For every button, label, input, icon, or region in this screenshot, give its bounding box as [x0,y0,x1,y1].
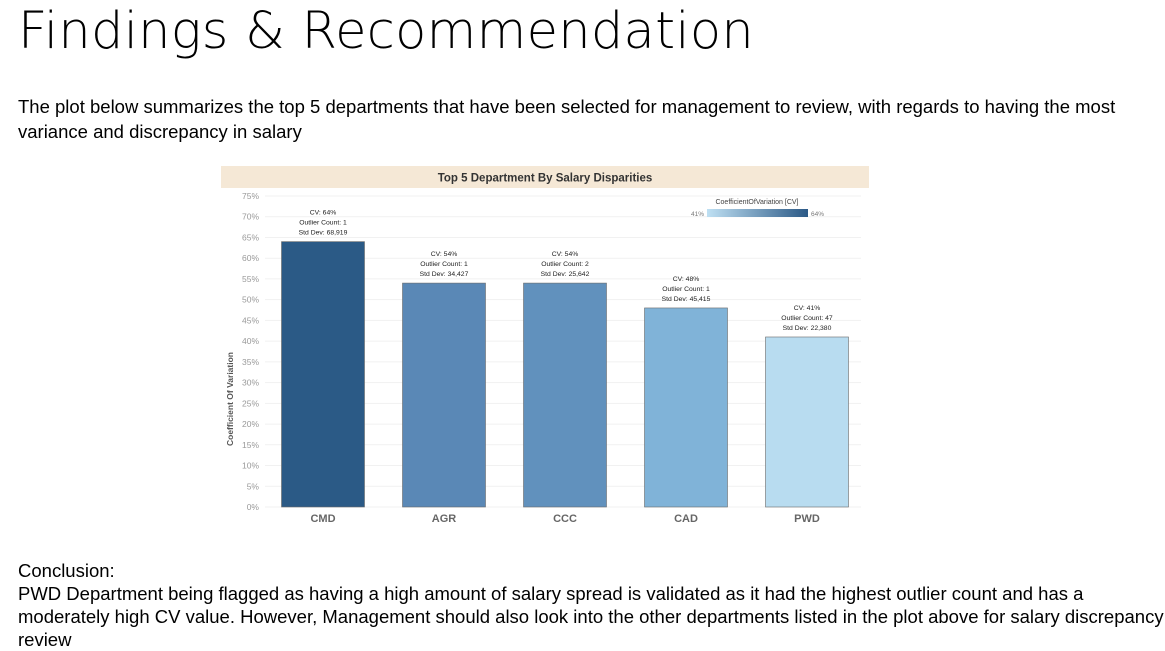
y-axis-label: Coefficient Of Variation [225,352,235,446]
y-tick-label: 35% [242,357,259,367]
y-tick-label: 60% [242,253,259,263]
bar-labels: CV: 64% Outlier Count: 1 Std Dev: 68,919 CV… [299,210,833,332]
x-tick-label: AGR [432,513,457,525]
y-tick-label: 55% [242,274,259,284]
data-label: CV: 64% [310,210,337,217]
y-axis-ticks: 75% 70% 65% 60% 55% 50% 45% 40% 35% 30% 25% 20% 15% 1… [242,191,259,512]
y-tick-label: 25% [242,398,259,408]
data-label: Outlier Count: 1 [299,220,347,227]
data-label: CV: 54% [552,251,579,258]
data-label: CV: 41% [794,305,821,312]
data-label: Outlier Count: 2 [541,261,589,268]
y-tick-label: 10% [242,461,259,471]
data-label: Outlier Count: 1 [420,261,468,268]
data-label: Std Dev: 25,642 [541,271,590,278]
x-tick-label: CAD [674,513,698,525]
data-label: CV: 54% [431,251,458,258]
data-label: Std Dev: 68,919 [299,230,348,237]
bars [281,241,849,508]
legend-max-label: 64% [811,211,824,218]
data-label: Std Dev: 34,427 [420,271,469,278]
x-tick-label: CMD [310,513,335,525]
data-label: Outlier Count: 47 [781,315,833,322]
bar-ccc [523,282,607,508]
y-tick-label: 50% [242,295,259,305]
bar-cmd [281,241,365,508]
conclusion: Conclusion: PWD Department being flagged… [18,559,1165,651]
conclusion-label: Conclusion: [18,560,115,581]
bar-cad [644,307,728,508]
bar-chart: Top 5 Department By Salary Disparities C… [221,166,869,525]
legend-min-label: 41% [691,211,704,218]
y-tick-label: 65% [242,232,259,242]
legend-gradient-bar [707,209,808,217]
x-tick-label: CCC [553,513,577,525]
chart-title-band [221,166,869,188]
y-tick-label: 75% [242,191,259,201]
x-tick-label: PWD [794,513,820,525]
y-tick-label: 5% [247,481,260,491]
conclusion-text: PWD Department being flagged as having a… [18,583,1164,650]
bar-pwd [765,336,849,508]
intro-text: The plot below summarizes the top 5 depa… [18,96,1116,142]
chart-title: Top 5 Department By Salary Disparities [438,173,653,185]
bar-agr [402,282,486,508]
y-tick-label: 70% [242,212,259,222]
y-tick-label: 40% [242,336,259,346]
data-label: Std Dev: 22,380 [783,325,832,332]
data-label: CV: 48% [673,276,700,283]
y-tick-label: 15% [242,440,259,450]
y-tick-label: 45% [242,315,259,325]
legend-title: CoefficientOfVariation [CV] [715,199,798,206]
y-tick-label: 30% [242,378,259,388]
y-tick-label: 0% [247,502,260,512]
x-axis-ticks: CMD AGR CCC CAD PWD [310,513,819,525]
color-legend: CoefficientOfVariation [CV] 41% 64% [691,199,824,218]
data-label: Outlier Count: 1 [662,286,710,293]
page-title: Findings & Recommendation [18,2,754,61]
y-tick-label: 20% [242,419,259,429]
data-label: Std Dev: 45,415 [662,296,711,303]
